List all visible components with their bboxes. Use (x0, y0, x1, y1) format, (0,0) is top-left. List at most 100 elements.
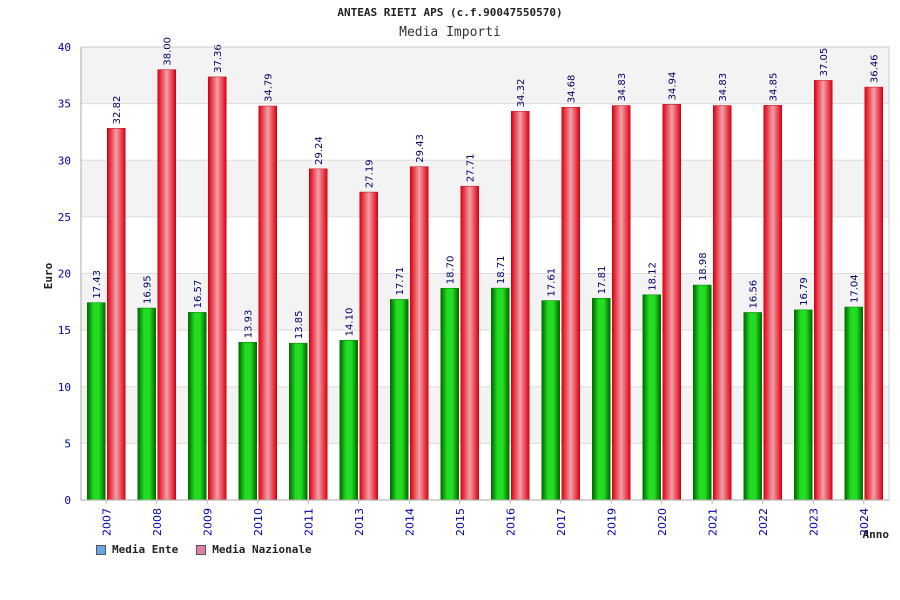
legend-label-media-ente: Media Ente (112, 543, 179, 556)
bar-value-label: 18.12 (648, 262, 659, 291)
x-tick-label: 2017 (555, 508, 568, 536)
bar-value-label: 29.24 (314, 136, 325, 165)
bar-value-label: 34.83 (718, 73, 729, 102)
x-tick-label: 2009 (201, 508, 214, 536)
y-tick-label: 35 (58, 98, 71, 111)
bar-media-nazionale (814, 80, 833, 501)
chart-subtitle: Media Importi (399, 25, 501, 40)
bar-media-ente (642, 294, 661, 501)
x-tick-label: 2008 (151, 508, 164, 536)
bar-media-ente (188, 312, 207, 501)
bar-value-label: 34.68 (567, 75, 578, 104)
bar-media-nazionale (157, 69, 176, 501)
y-tick-label: 25 (58, 211, 71, 224)
bar-media-nazionale (561, 106, 580, 501)
bar-media-nazionale (258, 105, 277, 501)
x-tick-label: 2013 (353, 508, 366, 536)
bar-media-nazionale (208, 76, 227, 501)
bar-value-label: 29.43 (415, 134, 426, 163)
bar-media-nazionale (864, 86, 883, 501)
bar-value-label: 16.79 (799, 277, 810, 306)
bar-media-ente (339, 340, 358, 501)
bar-value-label: 34.94 (668, 72, 679, 101)
y-tick-label: 5 (64, 437, 71, 450)
bar-value-label: 27.19 (365, 159, 376, 188)
bar-value-label: 17.43 (92, 270, 103, 299)
legend-label-media-nazionale: Media Nazionale (212, 543, 312, 556)
bar-media-nazionale (107, 128, 126, 501)
bar-media-ente (794, 309, 813, 501)
bar-media-ente (238, 341, 257, 501)
x-axis-label: Anno (863, 528, 890, 541)
bar-media-nazionale (359, 191, 378, 501)
bar-value-label: 37.05 (819, 48, 830, 77)
bar-value-label: 16.95 (143, 275, 154, 304)
bar-value-label: 18.70 (446, 256, 457, 285)
bar-media-ente (541, 300, 560, 501)
bar-media-ente (87, 302, 106, 501)
x-tick-label: 2016 (504, 508, 517, 536)
x-tick-label: 2010 (252, 508, 265, 536)
y-tick-label: 10 (58, 381, 71, 394)
x-tick-label: 2024 (858, 508, 871, 536)
bar-value-label: 13.93 (244, 310, 255, 339)
bar-media-nazionale (511, 111, 530, 501)
bar-media-nazionale (763, 105, 782, 501)
bar-media-nazionale (713, 105, 732, 501)
bar-value-label: 16.56 (749, 280, 760, 309)
bar-value-label: 34.79 (264, 73, 275, 102)
bar-media-ente (592, 298, 611, 501)
x-tick-label: 2023 (807, 508, 820, 536)
x-tick-label: 2022 (757, 508, 770, 536)
y-tick-label: 30 (58, 154, 71, 167)
bar-media-ente (440, 287, 459, 501)
legend-item-media-nazionale: Media Nazionale (196, 543, 312, 556)
bar-value-label: 18.71 (496, 255, 507, 284)
bar-value-label: 37.36 (213, 44, 224, 73)
y-tick-label: 0 (64, 494, 71, 507)
bar-media-nazionale (410, 166, 429, 501)
bar-value-label: 18.98 (698, 252, 709, 281)
bar-value-label: 34.83 (617, 73, 628, 102)
bar-value-label: 17.04 (850, 274, 861, 303)
x-tick-label: 2014 (403, 508, 416, 536)
bar-media-ente (491, 287, 510, 501)
chart-title: ANTEAS RIETI APS (c.f.90047550570) (337, 6, 563, 19)
legend-item-media-ente: Media Ente (96, 543, 178, 556)
x-tick-label: 2015 (454, 508, 467, 536)
y-tick-label: 20 (58, 268, 71, 281)
y-tick-label: 40 (58, 41, 71, 54)
bar-value-label: 16.57 (193, 280, 204, 309)
bar-media-ente (844, 306, 863, 501)
legend-swatch-media-nazionale (196, 544, 207, 555)
bar-media-ente (743, 312, 762, 501)
bar-value-label: 36.46 (870, 54, 881, 83)
bar-value-label: 14.10 (345, 308, 356, 337)
bar-media-nazionale (612, 105, 631, 501)
bar-value-label: 17.61 (547, 268, 558, 297)
legend-swatch-media-ente (96, 544, 106, 555)
x-tick-label: 2020 (656, 508, 669, 536)
y-axis-label: Euro (42, 262, 55, 289)
bar-media-nazionale (309, 168, 328, 501)
bar-media-ente (693, 284, 712, 501)
bar-value-label: 13.85 (294, 311, 305, 340)
bar-media-nazionale (460, 185, 479, 501)
x-tick-label: 2011 (302, 508, 315, 536)
bar-media-nazionale (662, 104, 681, 501)
bar-value-label: 32.82 (112, 96, 123, 125)
chart-legend: Media Ente Media Nazionale (96, 543, 312, 556)
bar-value-label: 17.81 (597, 266, 608, 295)
bar-value-label: 17.71 (395, 267, 406, 296)
y-tick-label: 15 (58, 324, 71, 337)
x-tick-label: 2007 (100, 508, 113, 536)
x-tick-label: 2021 (706, 508, 719, 536)
bar-value-label: 34.32 (516, 79, 527, 108)
bar-value-label: 38.00 (163, 37, 174, 66)
bar-media-ente (289, 342, 308, 501)
bar-media-ente (137, 307, 156, 501)
bar-value-label: 34.85 (769, 73, 780, 102)
x-tick-label: 2019 (605, 508, 618, 536)
bar-value-label: 27.71 (466, 154, 477, 183)
